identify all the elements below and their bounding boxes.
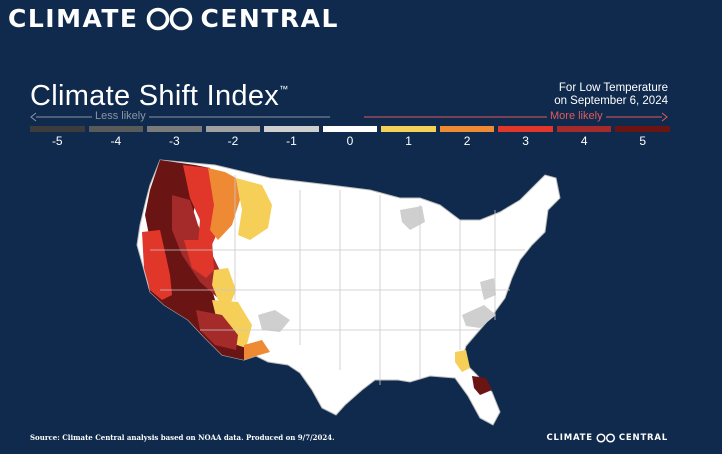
brand-word-central: CENTRAL	[200, 4, 339, 33]
scale-tick-label: -2	[227, 134, 239, 148]
scale-segment	[615, 126, 671, 132]
likelihood-arrows: Less likely More likely	[30, 110, 668, 124]
scale-segment	[439, 126, 495, 132]
region-csi-neg1-carolinas	[462, 305, 496, 328]
scale-tick-label: -4	[110, 134, 122, 148]
scale-tick-label: -1	[286, 134, 297, 148]
scale-tick-label: 1	[405, 134, 412, 148]
subtitle-line-2: on September 6, 2024	[554, 95, 668, 107]
source-note: Source: Climate Central analysis based o…	[30, 433, 335, 442]
brand-logo: CLIMATE CENTRAL	[8, 4, 339, 33]
less-likely-arrow-icon	[30, 112, 330, 122]
climate-central-small-logo-icon	[596, 433, 615, 443]
region-csi-2-montana-west	[208, 168, 240, 240]
scale-tick-label: -3	[169, 134, 180, 148]
csi-color-scale	[30, 126, 671, 132]
scale-tick-label: 3	[522, 134, 529, 148]
scale-segment	[264, 126, 319, 132]
region-csi-neg1-texas	[258, 310, 290, 332]
climate-central-logo-icon	[146, 7, 192, 30]
scale-tick-label: 5	[639, 134, 647, 148]
state-borders	[150, 175, 525, 385]
region-csi-1-montana	[236, 178, 272, 240]
scale-segment	[30, 126, 85, 132]
region-csi-3-nevada	[184, 240, 214, 278]
subtitle-line-1: For Low Temperature	[558, 82, 668, 94]
scale-tick-label: 0	[346, 134, 354, 148]
region-csi-5-florida	[472, 376, 492, 395]
region-csi-neg1-virginia	[480, 278, 496, 300]
csi-scale-labels: -5 -4 -3 -2 -1 0 1 2 3 4 5	[30, 134, 670, 148]
us-map	[136, 159, 561, 426]
scale-tick-label: 2	[463, 134, 471, 148]
footer-brand-word-climate: CLIMATE	[546, 433, 593, 443]
trademark-mark: ™	[279, 84, 289, 94]
region-csi-1-utah	[212, 268, 236, 305]
scale-segment	[205, 126, 261, 132]
region-csi-neg1-michigan	[400, 206, 425, 230]
region-csi-1-arizona	[212, 300, 252, 348]
region-csi-2-new-mexico	[244, 340, 270, 360]
scale-segment	[322, 126, 378, 132]
footer-brand-word-central: CENTRAL	[618, 433, 668, 443]
region-csi-1-florida-north	[455, 350, 470, 372]
chart-title: Climate Shift Index™	[30, 80, 289, 112]
scale-segment	[88, 126, 144, 132]
more-likely-arrow-icon	[364, 112, 668, 122]
footer-brand-logo: CLIMATE CENTRAL	[546, 433, 668, 443]
scale-segment	[381, 126, 436, 132]
scale-tick-label: -5	[51, 134, 63, 148]
subtitle: For Low Temperature on September 6, 2024	[554, 82, 668, 108]
scale-tick-label: 4	[580, 134, 588, 148]
scale-segment	[498, 126, 553, 132]
region-csi-3-california-coast	[142, 230, 172, 300]
scale-segment	[147, 126, 202, 132]
scale-segment	[556, 126, 612, 132]
less-likely-label: Less likely	[92, 110, 149, 122]
brand-word-climate: CLIMATE	[8, 4, 139, 33]
more-likely-label: More likely	[547, 110, 606, 122]
